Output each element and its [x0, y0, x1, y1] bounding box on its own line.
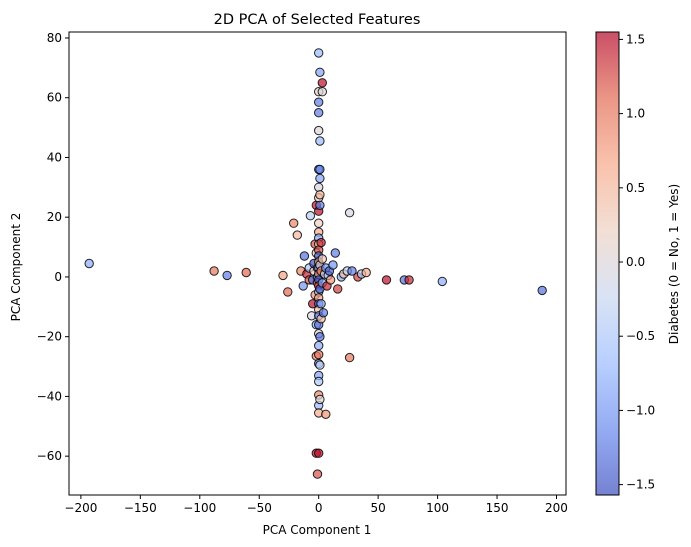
colorbar-tick-label: 0.0 — [626, 255, 645, 269]
data-point — [318, 308, 329, 318]
data-point — [292, 230, 302, 240]
x-axis: −200 −150 −100 −50 0 50 100 150 200 — [64, 495, 568, 515]
data-point — [299, 251, 310, 261]
data-point — [314, 340, 324, 351]
data-point — [317, 87, 327, 97]
data-point — [314, 182, 324, 193]
x-tick-label: −50 — [247, 501, 272, 515]
data-point — [344, 208, 355, 218]
data-point — [298, 281, 308, 291]
data-point — [381, 275, 392, 285]
y-tick-label: 60 — [47, 91, 62, 105]
data-point — [315, 332, 325, 342]
data-point — [321, 409, 331, 419]
data-point — [315, 190, 325, 200]
data-point — [314, 48, 324, 58]
colorbar-tick-label: −1.0 — [626, 403, 655, 417]
colorbar-gradient — [595, 31, 620, 496]
colorbar-tick-label: 1.5 — [626, 32, 645, 46]
data-point — [314, 376, 324, 387]
data-point — [222, 270, 232, 281]
x-tick-label: −100 — [183, 501, 216, 515]
y-tick-label: −60 — [37, 449, 62, 463]
data-point — [314, 108, 324, 118]
data-point — [333, 284, 343, 294]
data-point — [241, 267, 251, 278]
data-point — [314, 349, 324, 360]
chart-title: 2D PCA of Selected Features — [214, 12, 421, 28]
data-point — [314, 97, 324, 107]
data-point — [347, 266, 357, 276]
data-point — [315, 394, 325, 405]
y-tick-label: −20 — [37, 330, 62, 344]
data-point — [404, 275, 414, 285]
x-tick-label: 150 — [486, 501, 509, 515]
x-tick-label: −200 — [64, 501, 97, 515]
y-axis-title: PCA Component 2 — [9, 213, 23, 322]
x-axis-title: PCA Component 1 — [263, 523, 372, 537]
data-point — [317, 254, 327, 264]
y-tick-label: 20 — [47, 210, 62, 224]
data-points — [84, 48, 547, 479]
data-point — [317, 78, 327, 88]
data-point — [344, 352, 355, 363]
data-point — [361, 267, 371, 278]
data-point — [316, 237, 326, 248]
data-point — [315, 164, 325, 175]
data-point — [537, 285, 547, 296]
x-tick-label: 50 — [370, 501, 385, 515]
data-point — [437, 276, 447, 287]
data-point — [305, 211, 316, 221]
data-point — [312, 469, 323, 479]
x-tick-label: 0 — [315, 501, 323, 515]
x-tick-label: 200 — [545, 501, 568, 515]
data-point — [314, 448, 324, 458]
data-point — [84, 258, 94, 269]
y-tick-label: −40 — [37, 389, 62, 403]
data-point — [315, 200, 325, 211]
y-tick-label: 80 — [47, 31, 62, 45]
data-point — [209, 266, 219, 276]
data-point — [314, 218, 324, 228]
data-point — [328, 260, 338, 270]
colorbar-tick-label: 0.5 — [626, 181, 645, 195]
x-tick-label: −150 — [124, 501, 157, 515]
y-axis: −60 −40 −20 0 20 40 60 80 — [37, 31, 69, 463]
colorbar-label: Diabetes (0 = No, 1 = Yes) — [667, 184, 681, 344]
data-point — [289, 218, 299, 228]
colorbar-tick-label: 1.0 — [626, 107, 645, 121]
data-point — [315, 67, 325, 78]
data-point — [278, 270, 288, 281]
y-tick-label: 40 — [47, 150, 62, 164]
data-point — [316, 299, 326, 309]
data-point — [283, 287, 293, 297]
x-tick-label: 100 — [426, 501, 449, 515]
data-point — [315, 360, 325, 370]
colorbar: −1.5 −1.0 −0.5 0.0 0.5 1.0 1.5 — [595, 31, 655, 496]
data-point — [315, 173, 325, 184]
y-tick-label: 0 — [54, 270, 62, 284]
data-point — [325, 275, 336, 285]
data-point — [330, 248, 340, 258]
colorbar-tick-label: −0.5 — [626, 329, 655, 343]
data-point — [314, 125, 324, 136]
colorbar-tick-label: −1.5 — [626, 478, 655, 492]
data-point — [315, 136, 325, 146]
